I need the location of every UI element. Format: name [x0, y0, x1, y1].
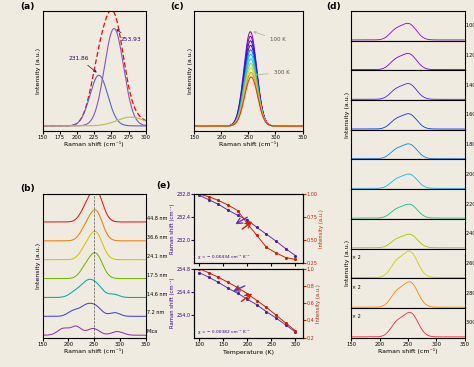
X-axis label: Raman shift (cm⁻¹): Raman shift (cm⁻¹) [219, 141, 278, 147]
Text: (c): (c) [171, 1, 184, 11]
X-axis label: Raman shift (cm⁻¹): Raman shift (cm⁻¹) [378, 348, 438, 354]
Text: 260 K: 260 K [465, 261, 474, 266]
Text: 7.2 nm: 7.2 nm [147, 310, 164, 315]
Y-axis label: Intensity (a.u.): Intensity (a.u.) [316, 284, 321, 323]
Text: (b): (b) [20, 184, 35, 193]
Y-axis label: Intensity (a.u.): Intensity (a.u.) [36, 243, 41, 289]
Text: 231.86: 231.86 [69, 56, 96, 72]
Text: 140 K: 140 K [465, 83, 474, 88]
Text: 300 K: 300 K [255, 70, 290, 76]
Text: (d): (d) [326, 1, 341, 11]
Text: 100 K: 100 K [254, 32, 286, 42]
Text: (a): (a) [20, 1, 35, 11]
Y-axis label: Intensity (a.u.): Intensity (a.u.) [36, 48, 41, 94]
Text: 200 K: 200 K [465, 172, 474, 177]
Text: 220 K: 220 K [465, 201, 474, 207]
Text: 160 K: 160 K [465, 112, 474, 117]
Y-axis label: Intensity (a.u.): Intensity (a.u.) [345, 92, 350, 138]
Text: 17.5 nm: 17.5 nm [147, 273, 167, 278]
Y-axis label: Raman shift (cm⁻¹): Raman shift (cm⁻¹) [170, 203, 175, 254]
Text: 36.6 nm: 36.6 nm [147, 235, 167, 240]
Text: 253.93: 253.93 [117, 30, 141, 42]
Text: 120 K: 120 K [465, 53, 474, 58]
Text: Mica: Mica [147, 329, 158, 334]
Y-axis label: Intensity (a.u.): Intensity (a.u.) [188, 48, 193, 94]
Text: χ = − 0.00382 cm⁻¹ K⁻¹: χ = − 0.00382 cm⁻¹ K⁻¹ [198, 330, 249, 334]
X-axis label: Temperature (K): Temperature (K) [223, 350, 274, 355]
X-axis label: Raman shift (cm⁻¹): Raman shift (cm⁻¹) [64, 348, 124, 354]
Text: 14.6 nm: 14.6 nm [147, 291, 167, 297]
Text: 24.1 nm: 24.1 nm [147, 254, 167, 259]
Text: 240 K: 240 K [465, 231, 474, 236]
Text: 280 K: 280 K [465, 291, 474, 295]
Y-axis label: Intensity (a.u.): Intensity (a.u.) [345, 240, 350, 287]
Text: × 2: × 2 [352, 255, 361, 260]
Text: (e): (e) [156, 181, 171, 190]
Y-axis label: Intensity (a.u.): Intensity (a.u.) [319, 209, 324, 248]
Text: 180 K: 180 K [465, 142, 474, 147]
X-axis label: Raman shift (cm⁻¹): Raman shift (cm⁻¹) [64, 141, 124, 147]
Text: 44.8 nm: 44.8 nm [147, 216, 167, 221]
Text: × 2: × 2 [352, 285, 361, 290]
Text: 300 K: 300 K [465, 320, 474, 325]
Text: χ = − 0.00434 cm⁻¹ K⁻¹: χ = − 0.00434 cm⁻¹ K⁻¹ [198, 255, 249, 259]
Text: 100 K: 100 K [465, 23, 474, 28]
Y-axis label: Raman shift (cm⁻¹): Raman shift (cm⁻¹) [170, 278, 175, 328]
Text: × 2: × 2 [352, 315, 361, 319]
